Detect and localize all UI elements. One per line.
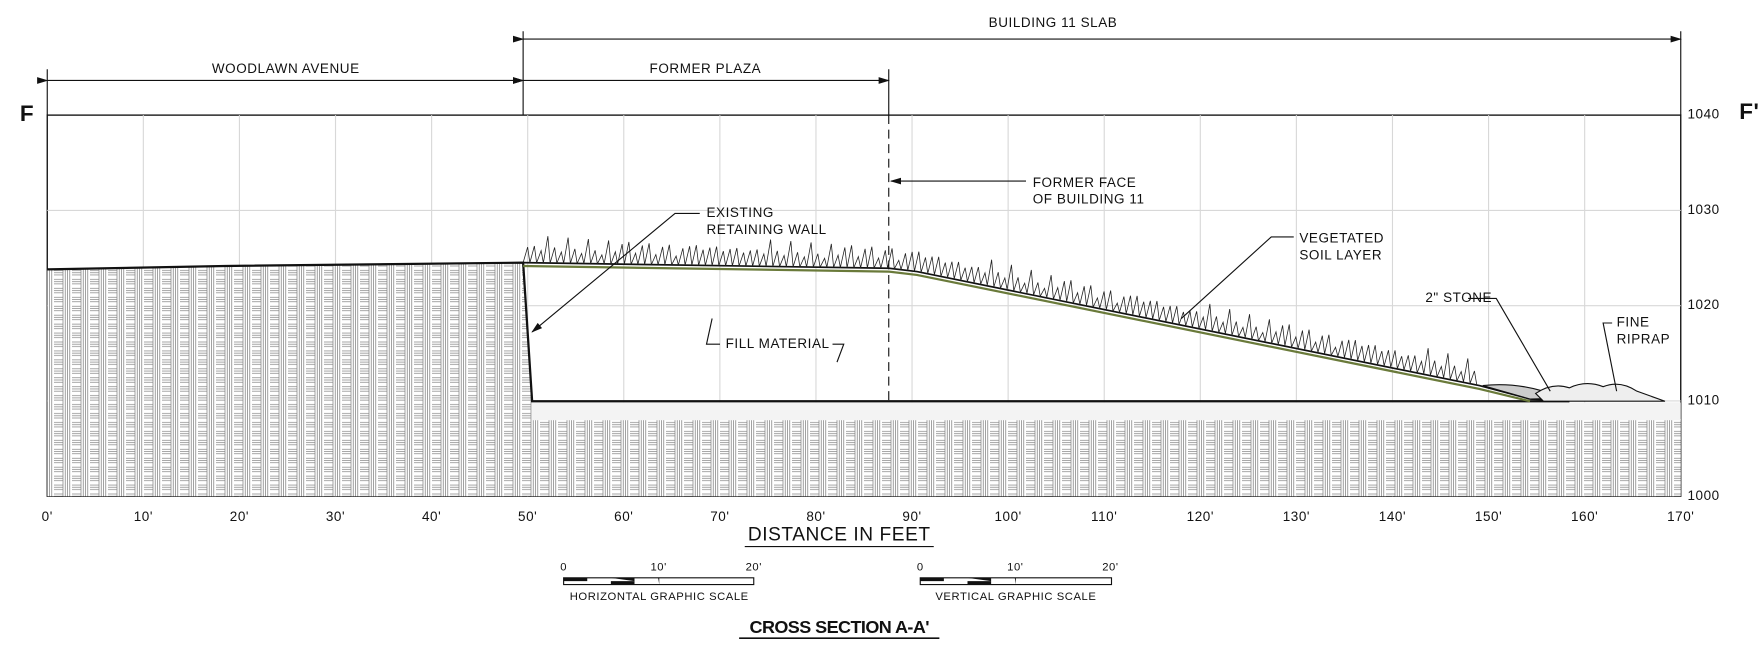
- y-tick-label: 1040: [1688, 107, 1720, 122]
- soil-layer: [523, 264, 1531, 403]
- riprap: [1534, 383, 1666, 402]
- x-tick-label: 130': [1283, 509, 1310, 524]
- scale-bar-fill: [920, 577, 1016, 585]
- callout: FILL MATERIAL: [726, 336, 830, 351]
- scale-bar: [919, 577, 1113, 586]
- leader: [1180, 236, 1294, 319]
- scale-tick-label: 20': [746, 562, 762, 574]
- x-tick-label: 80': [806, 509, 825, 524]
- callout: SOIL LAYER: [1299, 248, 1382, 263]
- callout: RIPRAP: [1617, 331, 1671, 346]
- x-tick-label: 150': [1475, 509, 1502, 524]
- scale-tick-label: 0: [560, 562, 567, 574]
- callout: RETAINING WALL: [707, 222, 827, 237]
- scale-bar-fill: [563, 577, 660, 585]
- dimension-label: BUILDING 11 SLAB: [989, 15, 1118, 30]
- scale-tick-label: 20': [1102, 562, 1118, 574]
- extension-lines: [46, 31, 1682, 116]
- grass: [522, 236, 1478, 385]
- x-tick-label: 140': [1379, 509, 1406, 524]
- section-marker: F: [20, 101, 34, 126]
- x-tick-label: 20': [230, 509, 249, 524]
- dimension-label: FORMER PLAZA: [650, 61, 762, 76]
- x-tick-label: 110': [1091, 509, 1117, 524]
- scale-tick-label: 10': [651, 562, 667, 574]
- grass-spikes: [522, 236, 1478, 385]
- scale-tick-label: 10': [1007, 562, 1023, 574]
- y-tick-label: 1020: [1688, 297, 1720, 312]
- axis-labels: 0' 10' 20' 30' 40' 50' 60' 70' 80' 90' 100' 110' 120…: [42, 107, 1720, 574]
- title: CROSS SECTION A-A': [750, 617, 930, 637]
- leader: [531, 212, 700, 333]
- callout: 2" STONE: [1425, 290, 1492, 305]
- x-tick-label: 170': [1667, 509, 1694, 524]
- axis-title: DISTANCE IN FEET: [748, 524, 931, 545]
- stipple-band: [532, 402, 1681, 421]
- y-tick-label: 1000: [1688, 488, 1720, 503]
- x-tick-label: 100': [994, 509, 1021, 524]
- ground-hatch: [47, 262, 1681, 497]
- x-tick-label: 160': [1571, 509, 1598, 524]
- leader: [705, 318, 845, 363]
- x-tick-label: 0': [42, 509, 53, 524]
- scale-label: HORIZONTAL GRAPHIC SCALE: [570, 591, 749, 603]
- x-tick-label: 40': [422, 509, 441, 524]
- scale-tick-label: 0: [917, 562, 924, 574]
- dimension-label: WOODLAWN AVENUE: [212, 61, 360, 76]
- y-tick-label: 1030: [1688, 202, 1720, 217]
- leader: [1468, 297, 1551, 392]
- x-tick-label: 90': [902, 509, 921, 524]
- x-tick-label: 30': [326, 509, 345, 524]
- leader: [1602, 322, 1618, 392]
- callout: OF BUILDING 11: [1033, 192, 1145, 207]
- x-tick-label: 50': [518, 509, 537, 524]
- callout: FORMER FACE: [1033, 175, 1137, 190]
- drawing: [37, 31, 1682, 640]
- scale-label: VERTICAL GRAPHIC SCALE: [935, 591, 1096, 603]
- x-tick-label: 120': [1187, 509, 1214, 524]
- scale-bar: [563, 577, 755, 586]
- x-tick-label: 70': [710, 509, 729, 524]
- section-marker: F': [1739, 99, 1759, 124]
- callout: VEGETATED: [1299, 231, 1384, 246]
- vegetated-surface: [523, 261, 1570, 403]
- x-tick-label: 60': [614, 509, 633, 524]
- callout: EXISTING: [707, 205, 774, 220]
- y-tick-label: 1010: [1688, 393, 1720, 408]
- callout: FINE: [1617, 315, 1650, 330]
- x-tick-label: 10': [134, 509, 153, 524]
